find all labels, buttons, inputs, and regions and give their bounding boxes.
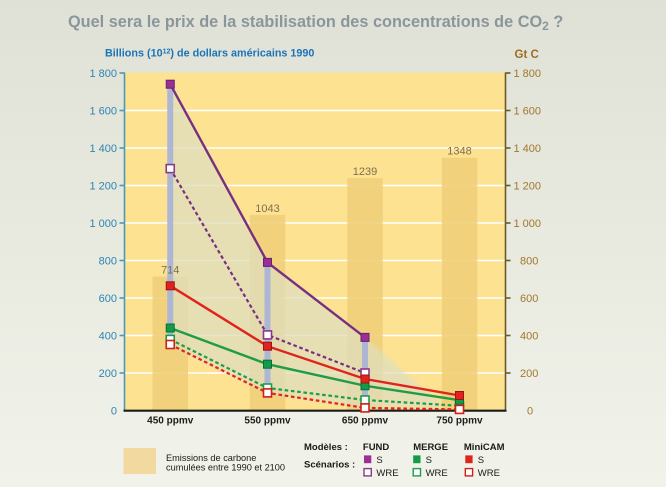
svg-text:Emissions de carbone: Emissions de carbone <box>166 453 256 463</box>
svg-text:MiniCAM: MiniCAM <box>464 442 505 453</box>
svg-text:1 200: 1 200 <box>514 181 542 193</box>
svg-text:750 ppmv: 750 ppmv <box>436 416 483 427</box>
svg-text:1 600: 1 600 <box>89 106 117 118</box>
svg-text:1 600: 1 600 <box>514 106 542 118</box>
svg-text:1348: 1348 <box>447 146 471 158</box>
svg-text:WRE: WRE <box>426 468 448 479</box>
svg-text:400: 400 <box>99 331 117 343</box>
svg-text:1 000: 1 000 <box>89 218 117 230</box>
svg-text:S: S <box>426 455 432 466</box>
svg-text:WRE: WRE <box>376 468 398 479</box>
svg-text:600: 600 <box>99 293 117 305</box>
svg-text:200: 200 <box>520 368 538 380</box>
svg-text:S: S <box>376 455 382 466</box>
svg-text:1 000: 1 000 <box>514 218 542 230</box>
svg-text:cumulées entre 1990 et 2100: cumulées entre 1990 et 2100 <box>166 463 285 473</box>
svg-text:Quel sera le prix de la stabil: Quel sera le prix de la stabilisation de… <box>68 13 563 33</box>
svg-text:714: 714 <box>161 265 179 277</box>
svg-text:1 800: 1 800 <box>89 68 117 80</box>
svg-text:800: 800 <box>99 256 117 268</box>
svg-text:FUND: FUND <box>363 442 390 453</box>
svg-text:400: 400 <box>520 331 538 343</box>
svg-text:650 ppmv: 650 ppmv <box>342 416 389 427</box>
svg-text:1 800: 1 800 <box>514 68 542 80</box>
svg-text:MERGE: MERGE <box>413 442 448 453</box>
svg-text:WRE: WRE <box>478 468 500 479</box>
svg-text:1239: 1239 <box>353 166 377 178</box>
svg-text:1 400: 1 400 <box>89 143 117 155</box>
svg-text:S: S <box>478 455 484 466</box>
svg-text:200: 200 <box>99 368 117 380</box>
svg-text:Billions (1012) de dollars amé: Billions (1012) de dollars américains 19… <box>105 48 314 60</box>
svg-text:450 ppmv: 450 ppmv <box>147 416 194 427</box>
svg-text:600: 600 <box>520 293 538 305</box>
svg-text:800: 800 <box>520 256 538 268</box>
svg-text:1 400: 1 400 <box>514 143 542 155</box>
svg-text:550 ppmv: 550 ppmv <box>244 416 291 427</box>
svg-text:1043: 1043 <box>255 203 279 215</box>
svg-text:0: 0 <box>527 406 533 418</box>
svg-text:1 200: 1 200 <box>89 181 117 193</box>
svg-text:Modèles :: Modèles : <box>304 442 348 453</box>
svg-text:0: 0 <box>111 406 117 418</box>
svg-text:Gt C: Gt C <box>515 49 539 61</box>
svg-text:Scénarios :: Scénarios : <box>304 460 355 471</box>
